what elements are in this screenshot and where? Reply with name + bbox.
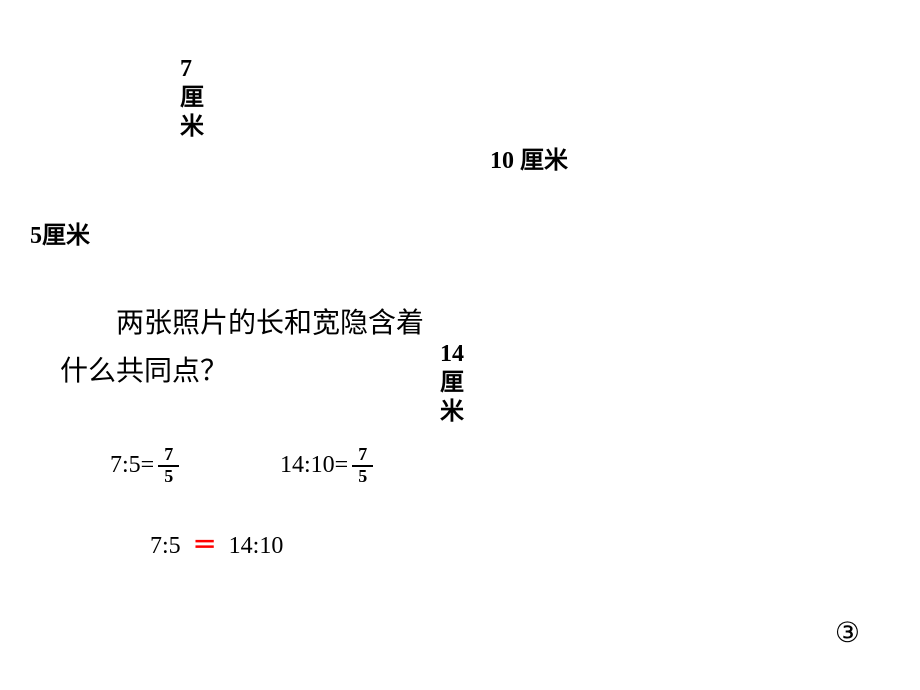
eq2-numerator: 7 xyxy=(352,445,373,467)
eq1-numerator: 7 xyxy=(158,445,179,467)
eq3-equals: ＝ xyxy=(193,533,217,559)
text-10cm: 10 厘米 xyxy=(490,148,568,174)
eq2-left: 14:10= xyxy=(280,452,348,479)
page-number-text: ③ xyxy=(835,618,860,649)
equation-3: 7:5 ＝ 14:10 xyxy=(150,525,283,560)
question-line1: 两张照片的长和宽隐含着 xyxy=(60,308,424,339)
question-text: 两张照片的长和宽隐含着 什么共同点？ xyxy=(60,300,460,395)
eq3-left: 7:5 xyxy=(150,533,181,559)
label-5cm: 5厘米 xyxy=(30,215,90,250)
label-7cm: 7 厘 米 xyxy=(180,55,204,141)
text-14cm: 14 厘 米 xyxy=(440,341,464,425)
equation-1: 7:5= 7 5 xyxy=(110,445,179,487)
eq1-left: 7:5= xyxy=(110,452,154,479)
eq3-right: 14:10 xyxy=(229,533,284,559)
equation-2: 14:10= 7 5 xyxy=(280,445,373,487)
eq1-denominator: 5 xyxy=(158,467,179,487)
eq1-fraction: 7 5 xyxy=(158,445,179,487)
text-5cm: 5厘米 xyxy=(30,223,90,249)
eq2-denominator: 5 xyxy=(352,467,373,487)
question-line2: 什么共同点？ xyxy=(60,356,228,387)
page-number: ③ xyxy=(835,616,860,650)
label-14cm: 14 厘 米 xyxy=(440,340,464,426)
label-10cm: 10 厘米 xyxy=(490,140,568,175)
eq2-fraction: 7 5 xyxy=(352,445,373,487)
text-7cm: 7 厘 米 xyxy=(180,56,204,140)
